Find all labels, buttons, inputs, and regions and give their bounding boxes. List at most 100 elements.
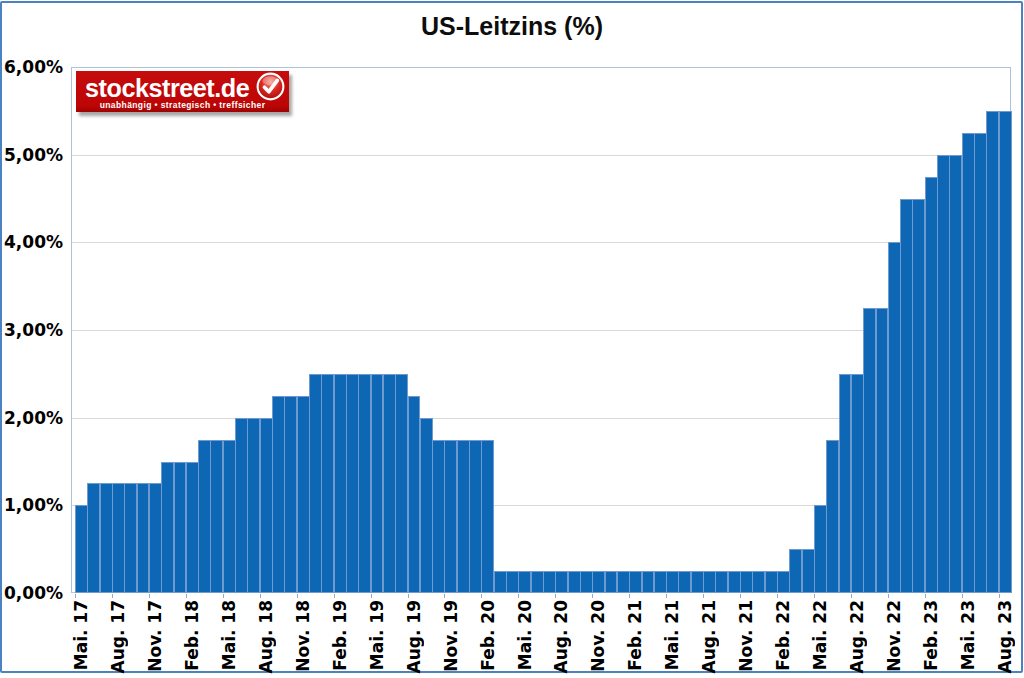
x-axis-tick bbox=[814, 594, 815, 598]
x-axis-tick bbox=[481, 594, 482, 598]
y-axis-label: 4,00% bbox=[0, 231, 63, 253]
bar bbox=[161, 462, 174, 594]
bar bbox=[235, 418, 248, 593]
bar bbox=[876, 308, 889, 593]
bar bbox=[642, 571, 655, 593]
bar bbox=[174, 462, 187, 594]
x-axis-label: Aug. 19 bbox=[403, 600, 425, 673]
x-axis-label: Nov. 17 bbox=[144, 600, 166, 672]
bar bbox=[531, 571, 544, 593]
bar bbox=[506, 571, 519, 593]
y-axis-label: 0,00% bbox=[0, 582, 63, 604]
x-axis-tick bbox=[740, 594, 741, 598]
x-axis-label: Aug. 21 bbox=[698, 600, 720, 673]
bar bbox=[691, 571, 704, 593]
bar bbox=[112, 483, 125, 593]
bar bbox=[371, 374, 384, 593]
bar bbox=[383, 374, 396, 593]
x-axis-tick bbox=[149, 594, 150, 598]
x-axis-label: Nov. 22 bbox=[883, 600, 905, 672]
x-axis-label: Feb. 22 bbox=[772, 600, 794, 671]
bar bbox=[198, 440, 211, 593]
bar bbox=[555, 571, 568, 593]
x-axis-tick bbox=[186, 594, 187, 598]
bar bbox=[260, 418, 273, 593]
bar-series bbox=[75, 67, 1011, 593]
x-axis-tick bbox=[592, 594, 593, 598]
x-axis-tick bbox=[408, 594, 409, 598]
bar bbox=[863, 308, 876, 593]
x-axis-label: Nov. 18 bbox=[292, 600, 314, 672]
x-axis-label: Mai. 20 bbox=[514, 600, 536, 670]
bar bbox=[802, 549, 815, 593]
x-axis-label: Mai. 23 bbox=[957, 600, 979, 670]
x-axis-tick bbox=[260, 594, 261, 598]
x-axis-tick bbox=[75, 594, 76, 598]
bar bbox=[839, 374, 852, 593]
x-axis-label: Feb. 21 bbox=[624, 600, 646, 671]
bar bbox=[543, 571, 556, 593]
x-axis-label: Feb. 19 bbox=[329, 600, 351, 671]
x-axis-tick bbox=[925, 594, 926, 598]
x-axis-label: Mai. 21 bbox=[661, 600, 683, 670]
bar bbox=[814, 505, 827, 593]
bar bbox=[986, 111, 999, 593]
x-axis-label: Aug. 17 bbox=[107, 600, 129, 673]
x-axis-tick bbox=[851, 594, 852, 598]
bar bbox=[715, 571, 728, 593]
bar bbox=[444, 440, 457, 593]
bar bbox=[925, 177, 938, 593]
bar bbox=[149, 483, 162, 593]
bar bbox=[272, 396, 285, 593]
x-axis-label: Nov. 20 bbox=[587, 600, 609, 672]
bar bbox=[469, 440, 482, 593]
bar bbox=[346, 374, 359, 593]
bar bbox=[752, 571, 765, 593]
x-axis-tick bbox=[629, 594, 630, 598]
bar bbox=[703, 571, 716, 593]
bar bbox=[678, 571, 691, 593]
bar bbox=[297, 396, 310, 593]
x-axis-label: Nov. 19 bbox=[440, 600, 462, 672]
bar bbox=[223, 440, 236, 593]
x-axis-tick bbox=[666, 594, 667, 598]
bar bbox=[888, 242, 901, 593]
bar bbox=[186, 462, 199, 594]
x-axis-tick bbox=[334, 594, 335, 598]
bar bbox=[210, 440, 223, 593]
bar bbox=[851, 374, 864, 593]
bar bbox=[124, 483, 137, 593]
bar bbox=[629, 571, 642, 593]
stockstreet-logo: stockstreet.de unabhängig • strategisch … bbox=[76, 71, 289, 112]
bar bbox=[284, 396, 297, 593]
bar bbox=[666, 571, 679, 593]
y-axis-label: 1,00% bbox=[0, 494, 63, 516]
x-axis-tick bbox=[223, 594, 224, 598]
bar bbox=[334, 374, 347, 593]
bar bbox=[580, 571, 593, 593]
bar bbox=[494, 571, 507, 593]
bar bbox=[432, 440, 445, 593]
bar bbox=[395, 374, 408, 593]
bar bbox=[100, 483, 113, 593]
x-axis-label: Aug. 22 bbox=[846, 600, 868, 673]
x-axis-label: Nov. 21 bbox=[735, 600, 757, 672]
bar bbox=[592, 571, 605, 593]
x-axis-tick bbox=[777, 594, 778, 598]
bar bbox=[247, 418, 260, 593]
bar bbox=[654, 571, 667, 593]
y-axis-label: 2,00% bbox=[0, 407, 63, 429]
bar bbox=[962, 133, 975, 593]
x-axis-tick bbox=[703, 594, 704, 598]
chart-title: US-Leitzins (%) bbox=[0, 12, 1024, 41]
logo-brand-text: stockstreet.de bbox=[85, 74, 249, 102]
x-axis-tick bbox=[518, 594, 519, 598]
x-axis-tick bbox=[555, 594, 556, 598]
logo-row: stockstreet.de bbox=[76, 71, 289, 103]
bar bbox=[408, 396, 421, 593]
x-axis-label: Mai. 18 bbox=[218, 600, 240, 670]
bar bbox=[974, 133, 987, 593]
x-axis-tick bbox=[888, 594, 889, 598]
bar bbox=[740, 571, 753, 593]
bar bbox=[321, 374, 334, 593]
